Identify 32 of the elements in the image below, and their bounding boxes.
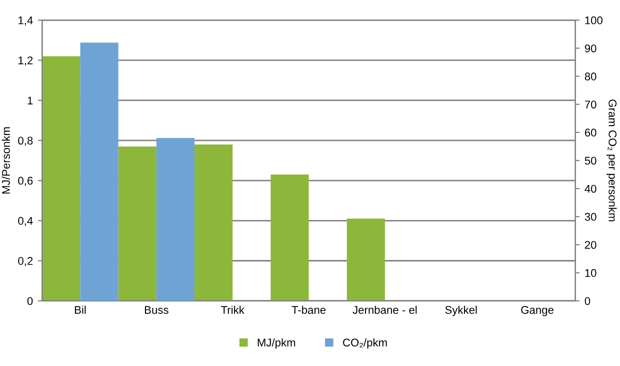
y2-tick-label: 90 bbox=[584, 44, 596, 52]
x-tick-label: Bil bbox=[74, 306, 86, 314]
y-tick-label: 0,8 bbox=[18, 136, 33, 146]
y-tick-label: 0 bbox=[27, 297, 33, 305]
y2-tick-label: 50 bbox=[584, 156, 596, 165]
y-tick-label: 0,2 bbox=[18, 257, 33, 266]
x-tick-label: Buss bbox=[144, 306, 168, 314]
y-tick-label: 1,4 bbox=[18, 16, 33, 26]
y2-tick-label: 100 bbox=[585, 16, 602, 24]
x-tick-label: Gange bbox=[521, 306, 554, 316]
x-tick-label: Trikk bbox=[221, 306, 244, 314]
bar bbox=[270, 174, 309, 301]
y-axis-title: MJ/Personkm bbox=[2, 127, 10, 194]
legend-label: MJ/pkm bbox=[258, 338, 296, 349]
y2-tick-label: 0 bbox=[584, 297, 590, 305]
y2-tick-label: 30 bbox=[584, 212, 596, 221]
y2-tick-label: 10 bbox=[585, 269, 596, 277]
y-tick-label: 1 bbox=[28, 96, 33, 104]
bar bbox=[346, 218, 385, 301]
legend-label: CO₂/pkm bbox=[343, 338, 387, 349]
y2-tick-label: 70 bbox=[584, 100, 596, 108]
y2-axis-title: Gram CO₂ per personkm bbox=[606, 100, 617, 222]
x-tick-label: T-bane bbox=[292, 306, 326, 314]
y-tick-label: 0,6 bbox=[18, 176, 33, 186]
x-tick-label: Sykkel bbox=[445, 306, 477, 316]
y2-tick-label: 20 bbox=[584, 240, 596, 249]
y-tick-label: 1,2 bbox=[18, 56, 33, 66]
x-tick-label: Jernbane - el bbox=[352, 306, 417, 314]
y2-tick-label: 80 bbox=[584, 72, 596, 80]
y2-tick-label: 40 bbox=[584, 184, 596, 193]
y2-tick-label: 60 bbox=[584, 128, 596, 137]
y-tick-label: 0,4 bbox=[18, 216, 33, 226]
